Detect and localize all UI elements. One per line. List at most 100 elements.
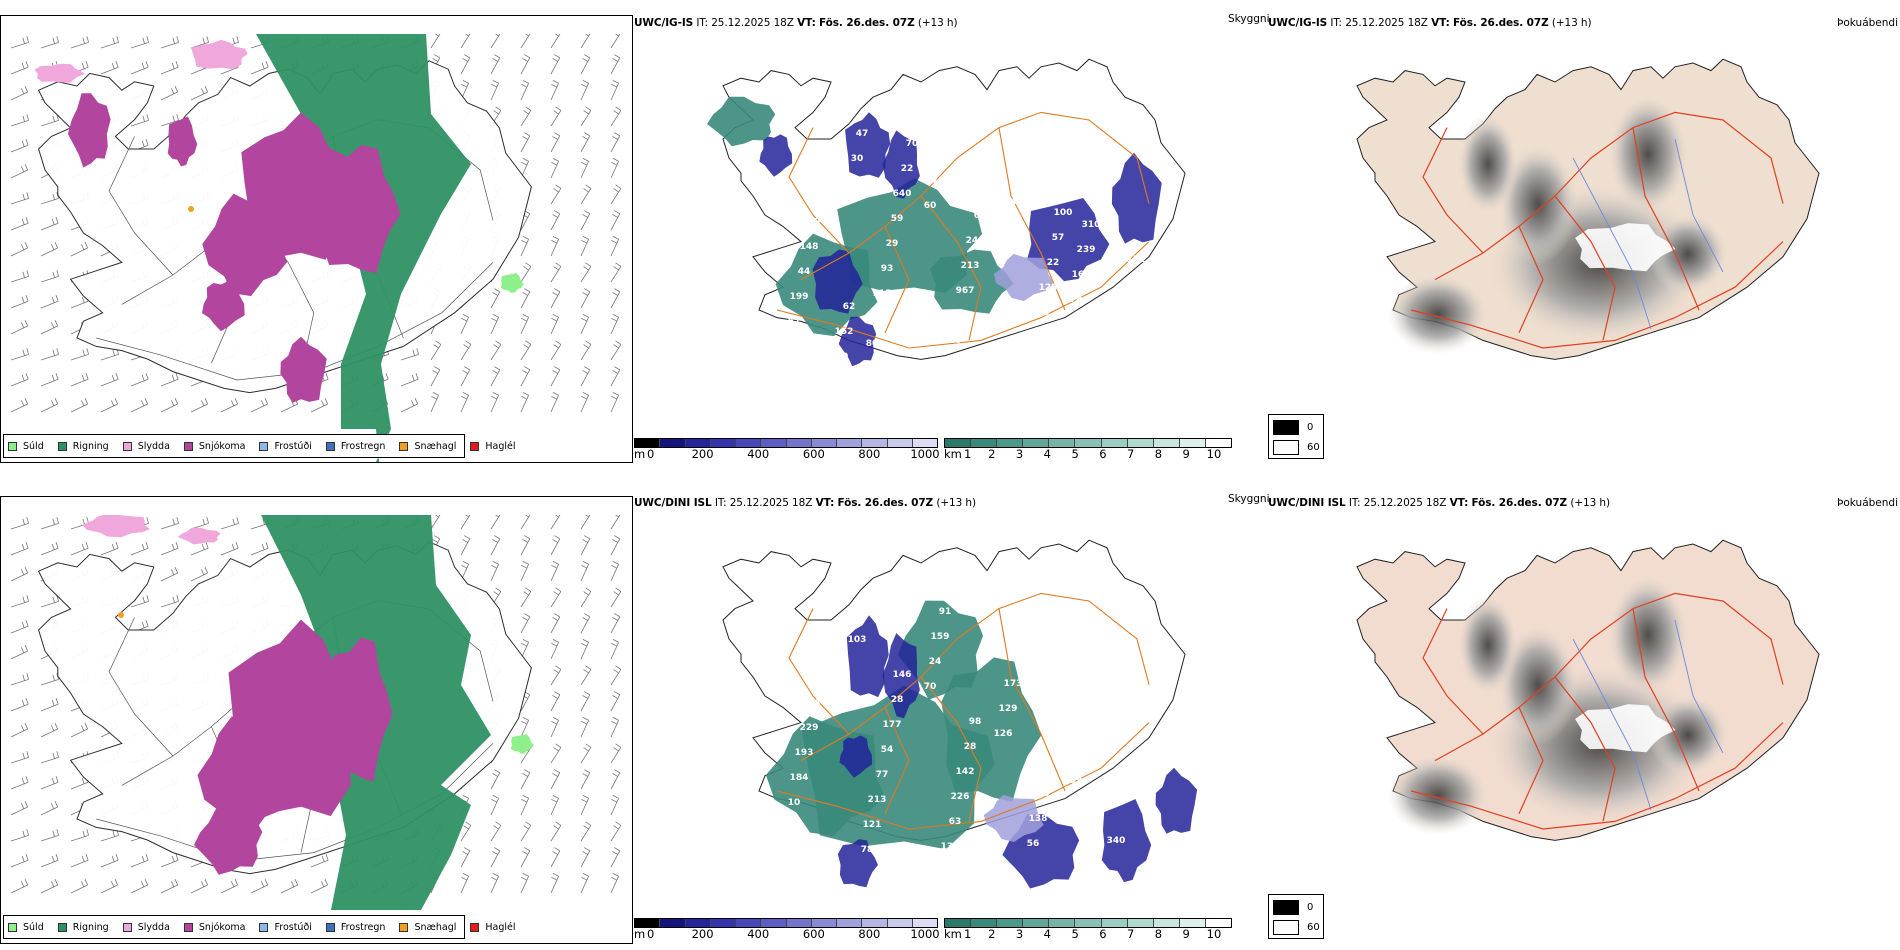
colorbar-tick-label: 400 bbox=[747, 447, 770, 461]
colorbar-ceiling-ticks-row1: 0 200 400 600 800 1000 bbox=[634, 447, 940, 461]
colorbar-cell bbox=[685, 439, 711, 447]
colorbar-visibility-unit: km bbox=[944, 447, 962, 461]
colorbar-tick-label: 3 bbox=[1015, 447, 1024, 461]
colorbar-tick-label: 200 bbox=[691, 447, 714, 461]
visibility-value-label: 28 bbox=[1037, 308, 1050, 318]
colorbar-cell bbox=[1023, 919, 1050, 927]
colorbar-cell bbox=[1205, 919, 1232, 927]
model-name: UWC/IG-IS bbox=[634, 17, 694, 29]
colorbar-cell bbox=[1101, 439, 1128, 447]
colorbar-tick-label: 400 bbox=[747, 927, 770, 941]
visibility-value-label: 28 bbox=[964, 742, 977, 752]
colorbar-visibility-row2 bbox=[944, 918, 1232, 928]
colorbar-tick-label: 4 bbox=[1043, 447, 1051, 461]
visibility-value-label: 26 bbox=[1115, 330, 1128, 340]
precip-map-row1 bbox=[10, 34, 622, 462]
colorbar-tick-label: 800 bbox=[858, 927, 881, 941]
fog-legend-high: 60 bbox=[1307, 922, 1320, 933]
visibility-value-label: 57 bbox=[1052, 233, 1065, 243]
visibility-value-label: 184 bbox=[790, 773, 809, 783]
it-label: IT: bbox=[696, 17, 708, 29]
visibility-value-label: 27 bbox=[1110, 355, 1123, 365]
visibility-value-label: 103 bbox=[848, 635, 867, 645]
visibility-value-label: 129 bbox=[999, 704, 1018, 714]
visibility-value-label: 47 bbox=[1125, 280, 1138, 290]
visibility-value-label: 60 bbox=[924, 201, 937, 211]
visibility-value-label: 121 bbox=[863, 820, 882, 830]
fog-legend-low: 0 bbox=[1307, 902, 1314, 913]
legend-swatch bbox=[399, 441, 409, 451]
visibility-value-label: 125 bbox=[1039, 283, 1058, 293]
colorbar-cell bbox=[887, 919, 913, 927]
row2-header-vis: UWC/DINI ISL IT: 25.12.2025 18Z VT: Fös.… bbox=[634, 494, 976, 512]
visibility-value-label: 54 bbox=[808, 698, 821, 708]
colorbar-tick-label: 600 bbox=[802, 927, 825, 941]
colorbar-cell bbox=[862, 439, 888, 447]
visibility-value-label: 56 bbox=[1027, 839, 1040, 849]
visibility-value-label: 229 bbox=[800, 723, 819, 733]
colorbar-tick-label: 8 bbox=[1154, 447, 1163, 461]
visibility-value-label: 72 bbox=[997, 248, 1010, 258]
visibility-value-label: 47 bbox=[856, 129, 869, 139]
visibility-value-label: 180 bbox=[1024, 358, 1043, 368]
visibility-value-label: 640 bbox=[893, 189, 912, 199]
colorbar-cell bbox=[1049, 919, 1076, 927]
legend-label: Frostregn bbox=[340, 440, 386, 452]
visibility-value-label: 62 bbox=[843, 302, 856, 312]
visibility-value-label: 140 bbox=[931, 151, 950, 161]
visibility-value-label: 173 bbox=[1004, 679, 1023, 689]
legend-label: Slydda bbox=[137, 921, 170, 933]
visibility-value-label: 255 bbox=[1014, 629, 1033, 639]
colorbar-cell bbox=[887, 439, 913, 447]
colorbar-cell bbox=[997, 439, 1024, 447]
legend-swatch bbox=[183, 441, 193, 451]
colorbar-tick-label: 2 bbox=[988, 927, 996, 941]
visibility-value-label: 44 bbox=[798, 267, 811, 277]
colorbar-cell bbox=[971, 919, 998, 927]
precip-legend-item: Rigning bbox=[57, 440, 109, 452]
visibility-value-label: 22 bbox=[1047, 258, 1060, 268]
visibility-value-label: 93 bbox=[881, 264, 894, 274]
row2-title-fog: Þokuábendi bbox=[1837, 497, 1898, 509]
legend-label: Slydda bbox=[137, 440, 170, 452]
it-value: 25.12.2025 18Z bbox=[729, 497, 813, 509]
legend-label: Rigning bbox=[72, 921, 109, 933]
colorbar-tick-label: 1 bbox=[964, 447, 972, 461]
visibility-value-label: 78 bbox=[861, 845, 874, 855]
visibility-value-label: 152 bbox=[835, 327, 854, 337]
fog-legend-high: 60 bbox=[1307, 442, 1320, 453]
colorbar-cell bbox=[786, 919, 812, 927]
colorbar-cell bbox=[997, 919, 1024, 927]
precip-legend-item: Rigning bbox=[57, 921, 109, 933]
vt-value: Fös. 26.des. 07Z bbox=[837, 497, 934, 509]
row2-header-fog: UWC/DINI ISL IT: 25.12.2025 18Z VT: Fös.… bbox=[1268, 494, 1610, 512]
legend-label: Frostúði bbox=[274, 440, 312, 452]
colorbar-cell bbox=[1127, 439, 1154, 447]
legend-label: Rigning bbox=[72, 440, 109, 452]
colorbar-cell bbox=[1101, 919, 1128, 927]
visibility-value-label: 80 bbox=[866, 339, 879, 349]
visibility-value-label: 99 bbox=[1070, 776, 1083, 786]
colorbar-tick-label: 0 bbox=[647, 927, 655, 941]
precip-legend-item: Frostregn bbox=[325, 440, 386, 452]
colorbar-cell bbox=[761, 919, 787, 927]
it-value: 25.12.2025 18Z bbox=[711, 17, 794, 29]
precip-legend-item: Haglél bbox=[470, 922, 516, 933]
visibility-value-label: 142 bbox=[956, 767, 975, 777]
colorbar-ceiling-row1 bbox=[634, 438, 938, 448]
visibility-value-label: 265 bbox=[1097, 626, 1116, 636]
legend-swatch bbox=[325, 922, 335, 932]
visibility-value-label: 63 bbox=[949, 817, 962, 827]
visibility-value-label: 36 bbox=[856, 610, 869, 620]
colorbar-cell bbox=[1205, 439, 1232, 447]
precip-legend-item: Snjókoma bbox=[183, 441, 245, 452]
visibility-value-label: 69 bbox=[813, 192, 826, 202]
colorbar-tick-label: 1000 bbox=[910, 447, 940, 461]
colorbar-cell bbox=[660, 439, 686, 447]
visibility-value-label: 159 bbox=[931, 632, 950, 642]
fog-legend-row1: 0 60 bbox=[1268, 414, 1324, 459]
fog-swatch-high bbox=[1273, 920, 1299, 935]
visibility-value-label: 193 bbox=[795, 748, 814, 758]
visibility-value-label: 793 bbox=[820, 623, 839, 633]
legend-swatch bbox=[8, 922, 17, 932]
